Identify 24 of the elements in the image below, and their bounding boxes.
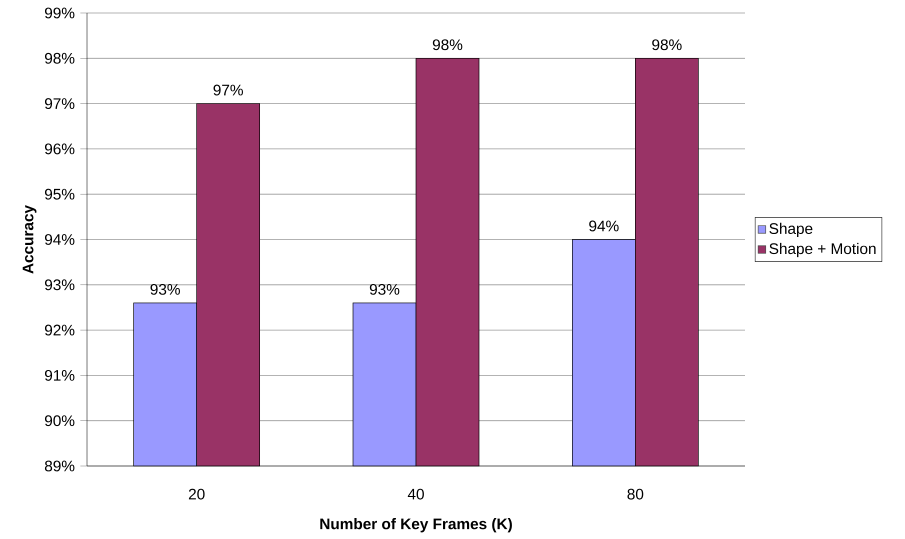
y-tick-label: 96% xyxy=(44,143,74,154)
y-tick-label: 91% xyxy=(44,370,74,381)
y-tick-label: 99% xyxy=(44,8,74,18)
x-tick-label: 20 xyxy=(188,488,205,500)
x-tick-label: 40 xyxy=(408,488,424,500)
y-tick-label: 98% xyxy=(44,52,74,64)
x-axis-title: Number of Key Frames (K) xyxy=(320,518,512,532)
legend-label: Shape + Motion xyxy=(769,242,876,258)
data-label: 94% xyxy=(589,220,619,232)
data-label: 93% xyxy=(370,284,400,295)
y-tick-label: 94% xyxy=(44,234,74,245)
y-tick-label: 93% xyxy=(44,279,74,290)
y-tick-label: 97% xyxy=(44,98,74,110)
data-label: 98% xyxy=(652,39,682,50)
data-label: 98% xyxy=(432,39,462,50)
data-label: 97% xyxy=(214,84,243,96)
y-tick-label: 92% xyxy=(44,324,74,336)
y-tick-label: 90% xyxy=(44,415,74,426)
legend-label: Shape xyxy=(769,222,812,238)
x-tick-label: 80 xyxy=(627,488,644,500)
y-axis-title: Accuracy xyxy=(22,205,36,274)
y-tick-label: 89% xyxy=(44,460,74,472)
y-tick-label: 95% xyxy=(44,188,74,200)
data-label: 93% xyxy=(150,284,180,295)
